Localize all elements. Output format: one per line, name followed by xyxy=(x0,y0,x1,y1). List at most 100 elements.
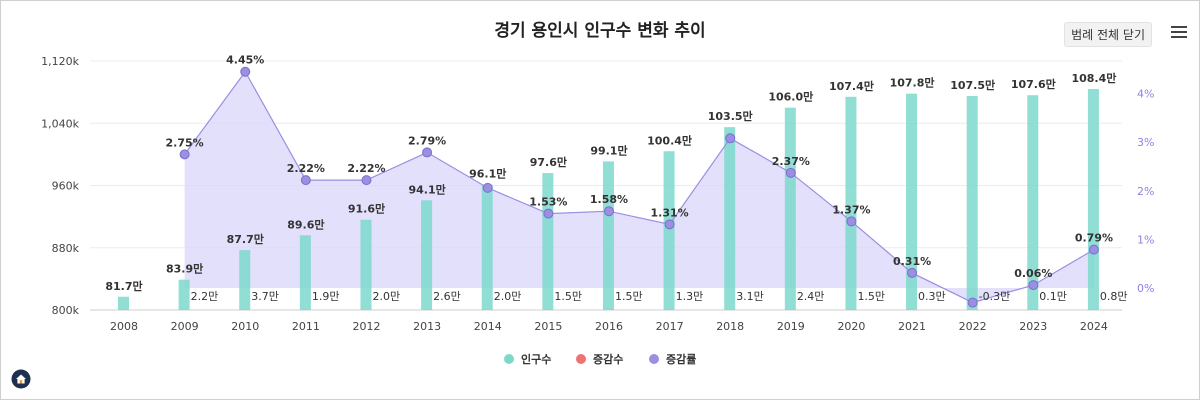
x-tick-label: 2008 xyxy=(110,320,138,333)
rate-area xyxy=(184,71,1094,303)
population-bar xyxy=(178,279,190,310)
population-bar xyxy=(118,296,129,310)
population-bar xyxy=(845,96,857,310)
rate-point xyxy=(482,182,493,193)
legend-toggle-button[interactable]: 범례 전체 닫기 xyxy=(1064,22,1152,47)
population-label: 87.7만 xyxy=(227,232,264,246)
change-label: 3.1만 xyxy=(736,290,764,303)
population-bar xyxy=(360,219,372,310)
rate-point xyxy=(907,267,918,278)
rate-point xyxy=(300,175,311,186)
x-tick-label: 2016 xyxy=(595,320,623,333)
rate-point xyxy=(1088,244,1099,255)
population-bar xyxy=(724,127,736,310)
change-label: 1.5만 xyxy=(615,290,643,303)
population-bar xyxy=(663,151,675,310)
population-label: 97.6만 xyxy=(530,155,567,169)
y-left-tick-label: 800k xyxy=(52,304,80,317)
x-tick-label: 2009 xyxy=(171,320,199,333)
population-label: 107.5만 xyxy=(950,78,995,92)
rate-label: 1.58% xyxy=(590,193,628,206)
change-label: 2.4만 xyxy=(797,290,825,303)
population-label: 81.7만 xyxy=(105,279,142,293)
population-bar xyxy=(239,250,251,310)
rate-point xyxy=(179,149,190,160)
rate-label: 2.22% xyxy=(347,162,385,175)
population-bar xyxy=(602,161,614,310)
rate-point xyxy=(1028,280,1039,291)
population-bar xyxy=(542,173,554,310)
change-label: 1.5만 xyxy=(857,290,885,303)
x-tick-label: 2010 xyxy=(231,320,259,333)
population-label: 103.5만 xyxy=(708,109,753,123)
change-label: 0.1만 xyxy=(1039,290,1067,303)
rate-label: 0.06% xyxy=(1014,267,1052,280)
y-left-tick-label: 880k xyxy=(52,242,80,255)
chart-title: 경기 용인시 인구수 변화 추이 xyxy=(494,21,706,41)
population-label: 96.1만 xyxy=(469,167,506,181)
x-tick-label: 2012 xyxy=(352,320,380,333)
rate-point xyxy=(422,147,433,158)
change-label: 2.0만 xyxy=(494,290,522,303)
rate-line xyxy=(184,70,1095,304)
y-left-tick-label: 1,040k xyxy=(41,117,79,130)
legend-label: 인구수 xyxy=(521,352,551,366)
legend-label: 증감수 xyxy=(593,352,623,366)
x-tick-label: 2019 xyxy=(777,320,805,333)
x-tick-label: 2014 xyxy=(474,320,502,333)
change-label: 1.9만 xyxy=(312,290,340,303)
rate-label: 2.79% xyxy=(408,134,446,147)
y-right-tick-label: 4% xyxy=(1137,88,1154,101)
x-tick-label: 2020 xyxy=(837,320,865,333)
hamburger-menu-icon[interactable] xyxy=(1171,26,1187,39)
rate-label: 2.22% xyxy=(287,162,325,175)
population-label: 106.0만 xyxy=(768,90,813,104)
x-tick-label: 2018 xyxy=(716,320,744,333)
y-left-tick-label: 1,120k xyxy=(41,55,79,68)
legend-label: 증감률 xyxy=(666,352,696,366)
rate-label: 0.79% xyxy=(1075,232,1113,245)
population-bar xyxy=(906,93,918,311)
rate-point xyxy=(846,216,857,227)
y-right-tick-label: 3% xyxy=(1137,136,1154,149)
x-tick-label: 2015 xyxy=(534,320,562,333)
change-label: 2.2만 xyxy=(191,290,219,303)
rate-label: 1.37% xyxy=(832,203,870,216)
population-label: 107.6만 xyxy=(1011,77,1056,91)
change-label: 2.0만 xyxy=(372,290,400,303)
rate-point xyxy=(725,133,736,144)
rate-point xyxy=(603,206,614,217)
change-label: 2.6만 xyxy=(433,290,461,303)
legend-marker xyxy=(576,354,586,364)
x-tick-label: 2023 xyxy=(1019,320,1047,333)
population-label: 100.4만 xyxy=(647,133,692,147)
population-label: 99.1만 xyxy=(590,143,627,157)
population-bar xyxy=(1027,95,1039,310)
rate-point xyxy=(543,208,554,219)
y-right-tick-label: 0% xyxy=(1137,282,1154,295)
x-tick-label: 2024 xyxy=(1080,320,1108,333)
change-label: 1.5만 xyxy=(554,290,582,303)
population-bar xyxy=(299,235,311,310)
rate-label: 2.75% xyxy=(166,136,204,149)
home-icon[interactable] xyxy=(11,369,31,389)
x-tick-label: 2011 xyxy=(292,320,320,333)
rate-label: 1.31% xyxy=(650,206,688,219)
population-label: 107.4만 xyxy=(829,79,874,93)
change-label: 0.8만 xyxy=(1100,290,1128,303)
rate-point xyxy=(967,297,978,308)
population-bar xyxy=(966,96,978,310)
rate-label: 2.37% xyxy=(772,155,810,168)
legend-marker xyxy=(504,354,514,364)
rate-point xyxy=(361,175,372,186)
rate-point xyxy=(240,66,251,77)
change-label: 1.3만 xyxy=(676,290,704,303)
population-bar xyxy=(784,107,796,310)
x-tick-label: 2017 xyxy=(656,320,684,333)
population-label: 107.8만 xyxy=(890,76,935,90)
change-label: -0.3만 xyxy=(979,290,1011,303)
rate-label: 1.53% xyxy=(529,196,567,209)
population-label: 91.6만 xyxy=(348,202,385,216)
population-label: 89.6만 xyxy=(287,217,324,231)
